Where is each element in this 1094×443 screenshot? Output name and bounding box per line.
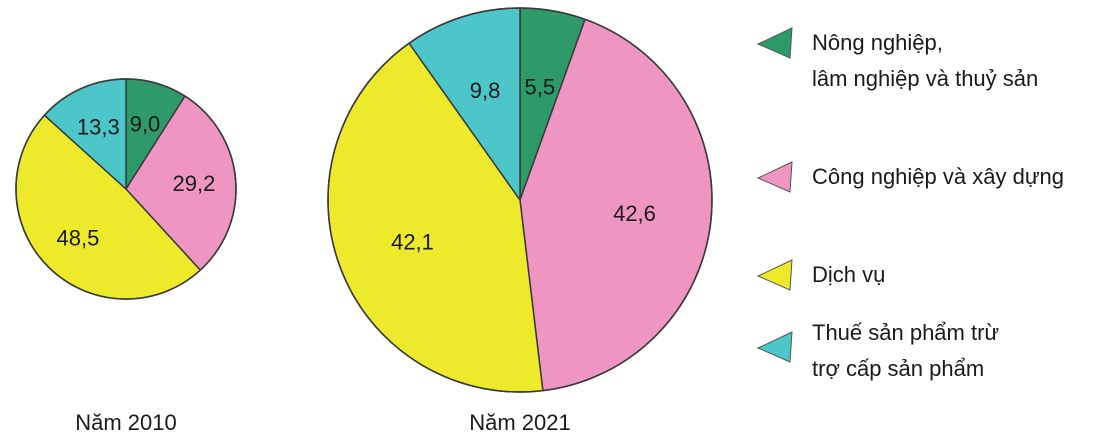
legend-marker-agriculture (756, 27, 793, 59)
pie-2021-label-taxes: 9,8 (470, 78, 501, 103)
pie-2021-label-industry: 42,6 (613, 201, 656, 226)
pie-2010-label-taxes: 13,3 (77, 115, 120, 140)
legend-marker-industry (756, 161, 793, 193)
legend-label-agriculture-line2: lâm nghiệp và thuỷ sản (812, 66, 1038, 91)
pie-2010-label-services: 48,5 (56, 225, 99, 250)
legend-item-agriculture: Nông nghiệp, lâm nghiệp và thuỷ sản (756, 27, 1038, 91)
pie-2010-label-industry: 29,2 (172, 171, 215, 196)
legend-label-taxes-line1: Thuế sản phẩm trừ (812, 320, 999, 345)
legend-label-taxes-line2: trợ cấp sản phẩm (812, 356, 984, 381)
legend-label-services: Dịch vụ (812, 262, 885, 287)
pie-2010-outline (15, 78, 237, 300)
pie-2021-label-agriculture: 5,5 (525, 75, 556, 100)
legend-item-taxes: Thuế sản phẩm trừ trợ cấp sản phẩm (756, 320, 999, 381)
year-label-2010: Năm 2010 (75, 410, 177, 435)
legend-marker-services (756, 259, 793, 291)
year-label-2021: Năm 2021 (469, 410, 571, 435)
pies-group: 9,0 29,2 48,5 13,3 5,5 42,6 42,1 9,8 (15, 7, 713, 393)
pie-2010-label-agriculture: 9,0 (130, 112, 161, 137)
legend-label-industry: Công nghiệp và xây dựng (812, 164, 1064, 189)
pie-2021-label-services: 42,1 (391, 229, 434, 254)
legend-label-agriculture-line1: Nông nghiệp, (812, 30, 943, 55)
legend-item-industry: Công nghiệp và xây dựng (756, 161, 1064, 193)
legend-marker-taxes (756, 331, 793, 363)
legend: Nông nghiệp, lâm nghiệp và thuỷ sản Công… (756, 27, 1064, 381)
pie-2021-outline (327, 7, 713, 393)
legend-item-services: Dịch vụ (756, 259, 885, 291)
